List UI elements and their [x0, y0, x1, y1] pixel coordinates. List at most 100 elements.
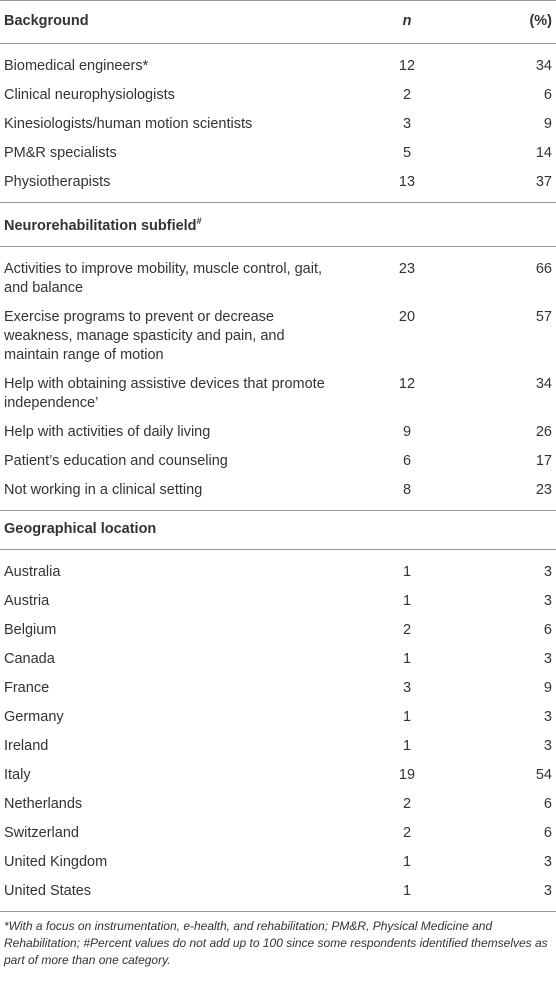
data-row: Patient’s education and counseling 6 17: [0, 447, 556, 476]
row-pct: 66: [535, 260, 552, 277]
data-row: Not working in a clinical setting 8 23: [0, 476, 556, 511]
row-pct: 3: [543, 650, 552, 667]
row-n: 2: [402, 621, 412, 638]
row-pct: 37: [535, 174, 552, 190]
row-n: 1: [402, 563, 412, 580]
data-row: United Kingdom 1 3: [0, 848, 556, 877]
data-row: Physiotherapists 13 37: [0, 168, 556, 203]
row-n: 23: [398, 260, 416, 277]
data-row: Ireland 1 3: [0, 732, 556, 761]
data-row: Switzerland 2 6: [0, 819, 556, 848]
data-row: United States 1 3: [0, 876, 556, 912]
row-pct: 3: [543, 563, 552, 580]
row-pct: 34: [535, 375, 552, 392]
row-label: Patient’s education and counseling: [4, 452, 228, 469]
row-pct: 3: [543, 737, 552, 754]
row-n: 1: [338, 876, 476, 912]
data-row: Belgium 2 6: [0, 616, 556, 645]
row-label: United Kingdom: [4, 853, 108, 870]
footnote: *With a focus on instrumentation, e-heal…: [4, 918, 548, 967]
row-n: 1: [402, 737, 412, 754]
section-title: Geographical location: [0, 509, 556, 550]
data-row: Netherlands 2 6: [0, 790, 556, 819]
row-n: 8: [402, 481, 412, 498]
row-label: Not working in a clinical setting: [4, 481, 203, 498]
row-label: Netherlands: [4, 795, 83, 812]
row-pct: 3: [476, 876, 556, 912]
row-label: Help with obtaining assistive devices th…: [4, 375, 325, 411]
row-label: PM&R specialists: [4, 145, 117, 161]
data-row: Exercise programs to prevent or decrease…: [0, 303, 556, 370]
row-label: Clinical neurophysiologists: [4, 87, 175, 103]
data-row: Canada 1 3: [0, 645, 556, 674]
row-n: 3: [402, 679, 412, 696]
row-label: Physiotherapists: [4, 174, 111, 190]
data-row: Germany 1 3: [0, 703, 556, 732]
row-label: Germany: [4, 708, 64, 725]
row-label: Activities to improve mobility, muscle c…: [4, 260, 323, 296]
row-pct: 57: [535, 308, 552, 325]
section-row: Neurorehabilitation subfield#: [0, 202, 556, 247]
section-title: Neurorehabilitation subfield#: [0, 202, 556, 247]
row-n: 2: [402, 824, 412, 841]
row-label: Australia: [4, 563, 61, 580]
row-n: 20: [398, 308, 416, 325]
row-n: 9: [402, 423, 412, 440]
data-row: Clinical neurophysiologists 2 6: [0, 81, 556, 110]
row-n: 2: [402, 795, 412, 812]
data-row: Italy 19 54: [0, 761, 556, 790]
data-row: Activities to improve mobility, muscle c…: [0, 246, 556, 303]
data-row: Help with activities of daily living 9 26: [0, 418, 556, 447]
data-row: Kinesiologists/human motion scientists 3 9: [0, 110, 556, 139]
row-n: 12: [398, 375, 416, 392]
header-n: n: [338, 0, 476, 44]
row-pct: 34: [535, 58, 552, 74]
data-table: Background n (%) Biomedical engineers* 12 34 C…: [0, 0, 556, 912]
row-n: 2: [402, 87, 412, 103]
row-n: 5: [402, 145, 412, 161]
data-row: PM&R specialists 5 14: [0, 139, 556, 168]
row-label: Kinesiologists/human motion scientists: [4, 116, 253, 132]
row-pct: 6: [543, 795, 552, 812]
row-label: France: [4, 679, 50, 696]
row-pct: 3: [543, 592, 552, 609]
row-label: Belgium: [4, 621, 57, 638]
row-n: 1: [402, 708, 412, 725]
row-pct: 23: [535, 481, 552, 498]
row-label: Switzerland: [4, 824, 79, 841]
header-row: Background n (%): [0, 0, 556, 44]
data-row: Help with obtaining assistive devices th…: [0, 370, 556, 418]
row-pct: 9: [543, 116, 552, 132]
row-pct: 6: [543, 87, 552, 103]
row-label: Italy: [4, 766, 31, 783]
row-pct: 6: [543, 824, 552, 841]
row-n: 3: [402, 116, 412, 132]
row-pct: 3: [543, 853, 552, 870]
row-pct: 3: [543, 708, 552, 725]
row-label: Exercise programs to prevent or decrease…: [4, 308, 285, 363]
section-marker: #: [196, 216, 202, 226]
row-label: Canada: [4, 650, 55, 667]
row-n: 19: [398, 766, 416, 783]
data-row: Australia 1 3: [0, 549, 556, 587]
header-pct: (%): [476, 0, 556, 44]
row-label: United States: [0, 876, 338, 912]
section-title-text: Geographical location: [4, 520, 157, 537]
row-pct: 9: [543, 679, 552, 696]
row-n: 1: [402, 853, 412, 870]
row-pct: 6: [543, 621, 552, 638]
row-n: 6: [402, 452, 412, 469]
row-n: 13: [398, 174, 416, 190]
row-label: Biomedical engineers*: [4, 58, 149, 74]
row-pct: 54: [535, 766, 552, 783]
row-pct: 14: [535, 145, 552, 161]
row-label: Ireland: [4, 737, 49, 754]
row-n: 12: [398, 58, 416, 74]
row-pct: 17: [535, 452, 552, 469]
header-label: Background: [0, 0, 338, 44]
row-pct: 26: [535, 423, 552, 440]
data-row: Austria 1 3: [0, 587, 556, 616]
section-title-text: Neurorehabilitation subfield: [4, 217, 197, 234]
row-n: 1: [402, 592, 412, 609]
